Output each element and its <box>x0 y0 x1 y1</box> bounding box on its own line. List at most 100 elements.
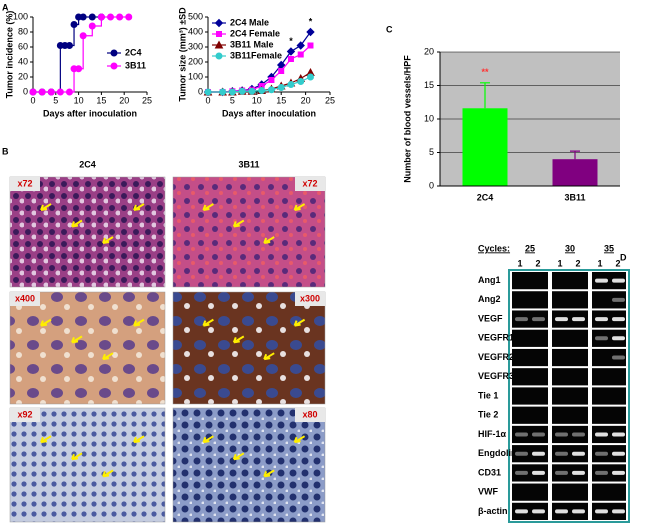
cycle-number: 25 <box>525 243 535 253</box>
marker <box>238 87 246 95</box>
marker <box>107 13 115 21</box>
y-axis-label: Number of blood vessels/HPF <box>402 55 412 183</box>
gel-lane <box>512 464 548 482</box>
gel-band <box>612 317 625 322</box>
x-tick-label: 15 <box>96 95 106 105</box>
gel-band <box>612 297 625 302</box>
marker <box>297 51 304 58</box>
x-tick-label: 10 <box>74 95 84 105</box>
x-tick-label: 0 <box>30 95 35 105</box>
panel-label: C <box>386 24 393 34</box>
marker <box>219 88 227 96</box>
marker <box>38 88 46 96</box>
gel-band <box>555 509 568 514</box>
gel-band <box>572 451 585 456</box>
arrow <box>293 318 306 327</box>
panel-label: A <box>2 2 9 12</box>
legend-label: 2C4 Male <box>230 17 269 27</box>
arrow <box>71 452 83 461</box>
lane-label: 1 <box>557 258 562 268</box>
gel-lane <box>552 483 588 501</box>
marker <box>277 84 285 91</box>
marker <box>79 13 87 21</box>
magnification-box <box>295 292 325 306</box>
magnification-box <box>295 408 325 422</box>
gel-lane <box>592 329 626 347</box>
arrow <box>293 435 306 444</box>
gel-band <box>555 317 568 322</box>
gel-lane <box>512 272 548 290</box>
marker <box>248 87 256 95</box>
gene-label: Tie 1 <box>478 390 498 400</box>
micrograph <box>9 176 166 288</box>
gel-band <box>595 278 608 283</box>
bar <box>552 159 598 186</box>
marker <box>258 87 266 94</box>
marker <box>29 88 37 96</box>
micrograph <box>172 291 326 405</box>
arrow <box>133 318 145 327</box>
arrow <box>102 352 114 361</box>
gel-band <box>612 509 625 514</box>
gel-lane <box>592 291 626 309</box>
lane-label: 1 <box>597 258 602 268</box>
arrow <box>40 435 52 444</box>
error-bar <box>570 150 580 160</box>
y-tick-label: 15 <box>424 80 434 90</box>
gel-band <box>515 470 528 475</box>
marker <box>47 88 55 96</box>
panel-label: D <box>620 252 627 262</box>
marker <box>306 27 315 37</box>
y-tick-label: 20 <box>424 46 434 56</box>
arrow <box>232 219 245 228</box>
magnification-box <box>10 177 40 191</box>
gel-band <box>595 470 608 475</box>
arrow <box>263 236 275 244</box>
marker <box>287 81 295 88</box>
magnification-label: x92 <box>17 409 32 419</box>
arrow <box>263 352 275 361</box>
gene-label: VWF <box>478 487 498 497</box>
gel-lane <box>592 445 626 463</box>
marker <box>296 41 305 50</box>
gel-band <box>555 451 568 456</box>
y-axis-label: Tumor incidence (%) <box>4 11 14 99</box>
marker <box>306 73 314 81</box>
marker <box>307 42 314 49</box>
gel-lane <box>552 464 588 482</box>
gel-lane <box>552 406 588 424</box>
x-tick-label: 20 <box>301 95 311 105</box>
lane-label: 1 <box>517 258 522 268</box>
marker <box>75 65 83 73</box>
gene-label: HIF-1α <box>478 429 507 439</box>
gel-band <box>595 432 608 437</box>
micrograph <box>9 407 166 523</box>
y-tick-label: 40 <box>18 56 28 66</box>
marker <box>97 13 105 21</box>
gel-band <box>515 317 528 322</box>
x-tick-label: 0 <box>205 95 210 105</box>
gel-lane <box>552 348 588 367</box>
gene-label: Ang1 <box>478 275 501 285</box>
gene-label: Tie 2 <box>478 410 498 420</box>
gene-label: Engdolin-1 <box>478 448 525 458</box>
legend-marker <box>110 62 118 70</box>
magnification-box <box>10 408 40 422</box>
gel-lane <box>552 425 588 444</box>
gel-lane <box>512 483 548 501</box>
column-header: 3B11 <box>238 159 259 169</box>
gel-lane <box>512 406 548 424</box>
arrow <box>71 219 83 228</box>
y-tick-label: 0 <box>198 86 203 96</box>
gene-label: β-actin <box>478 506 508 516</box>
y-axis-label: Tumor size (mm³) ±SD <box>177 7 187 102</box>
marker <box>267 86 275 94</box>
y-tick-label: 100 <box>188 71 203 81</box>
gel-lane <box>552 310 588 328</box>
lane-label: 2 <box>575 258 580 268</box>
annotation: * <box>289 36 293 46</box>
x-tick-label: 10 <box>252 95 262 105</box>
micrograph <box>9 291 166 405</box>
gel-band <box>532 451 545 456</box>
